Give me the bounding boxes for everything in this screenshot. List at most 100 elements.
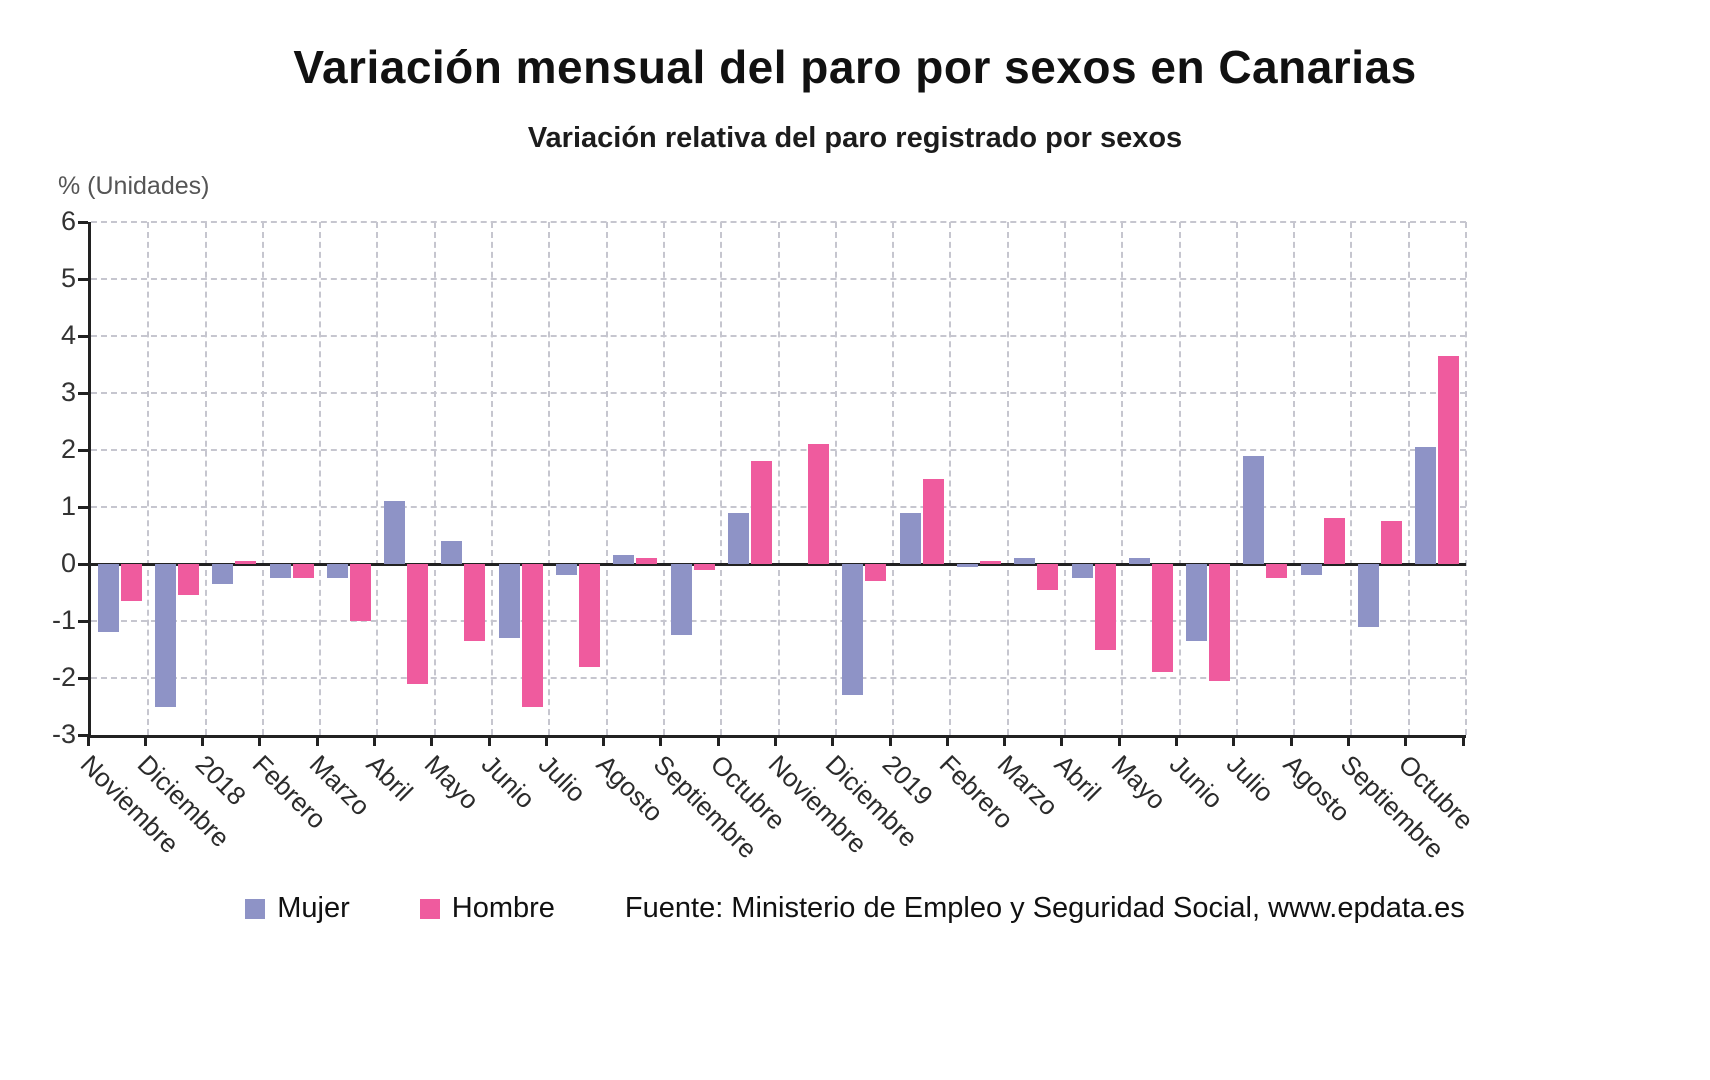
source-note: Fuente: Ministerio de Empleo y Seguridad…: [624, 892, 1465, 924]
y-axis-label: % (Unidades): [58, 172, 210, 200]
x-tick-mark: [602, 737, 606, 746]
mujer-swatch-icon: [245, 898, 266, 919]
y-tick-label: 5: [60, 263, 76, 293]
hombre-swatch-icon: [419, 898, 440, 919]
x-tick-mark: [1289, 737, 1293, 746]
bar-hombre: [578, 564, 600, 667]
x-tick-mark: [716, 737, 720, 746]
vertical-gridline: [777, 222, 780, 735]
y-tick-label: 2: [60, 434, 76, 464]
bar-mujer: [1358, 564, 1380, 627]
y-tick-mark: [78, 676, 88, 680]
vertical-gridline: [204, 222, 207, 735]
bar-mujer: [727, 512, 749, 564]
x-tick-label: Mayo: [418, 749, 485, 816]
y-tick-mark: [78, 505, 88, 509]
vertical-gridline: [1006, 222, 1009, 735]
bar-hombre: [636, 558, 658, 564]
bar-mujer: [1071, 564, 1093, 579]
bar-mujer: [154, 564, 176, 707]
vertical-gridline: [433, 222, 436, 735]
y-tick-label: 0: [60, 548, 76, 578]
legend: Mujer Hombre Fuente: Ministerio de Emple…: [0, 892, 1710, 925]
y-tick-label: -3: [51, 719, 76, 749]
x-axis-tick-labels: Noviembre Diciembre 2018 Febrero Marzo Abril M…: [75, 737, 1479, 917]
bar-hombre: [1266, 564, 1288, 579]
x-tick-mark: [1404, 737, 1408, 746]
bar-hombre: [1381, 521, 1403, 564]
vertical-gridline: [1235, 222, 1238, 735]
bar-hombre: [292, 564, 314, 579]
vertical-gridline: [892, 222, 895, 735]
bar-mujer: [326, 564, 348, 579]
x-tick-label: Julio: [533, 749, 593, 809]
bar-hombre: [865, 564, 887, 582]
bar-mujer: [1243, 455, 1265, 564]
bar-mujer: [613, 555, 635, 564]
plot-area: [78, 220, 1467, 738]
legend-item-mujer: Mujer: [245, 892, 350, 925]
vertical-gridline: [605, 222, 608, 735]
bar-hombre: [407, 564, 429, 684]
bar-mujer: [441, 541, 463, 564]
x-tick-mark: [1060, 737, 1064, 746]
bar-mujer: [555, 564, 577, 576]
bar-hombre: [1037, 564, 1059, 590]
y-tick-mark: [78, 448, 88, 452]
x-tick-label: Junio: [1163, 749, 1229, 815]
vertical-gridline: [261, 222, 264, 735]
bar-hombre: [1209, 564, 1231, 681]
y-tick-mark: [78, 391, 88, 395]
bar-mujer: [957, 564, 979, 567]
vertical-gridline: [147, 222, 150, 735]
bar-mujer: [97, 564, 119, 633]
x-tick-mark: [1461, 737, 1465, 746]
vertical-gridline: [662, 222, 665, 735]
bar-mujer: [842, 564, 864, 696]
y-tick-label: 1: [60, 491, 76, 521]
bar-mujer: [1186, 564, 1208, 641]
bar-hombre: [120, 564, 142, 602]
zero-baseline: [91, 562, 1466, 566]
x-tick-mark: [1346, 737, 1350, 746]
x-tick-mark: [544, 737, 548, 746]
vertical-gridline: [949, 222, 952, 735]
vertical-gridline: [1121, 222, 1124, 735]
vertical-gridline: [548, 222, 551, 735]
bar-mujer: [269, 564, 291, 579]
bar-hombre: [808, 444, 830, 564]
vertical-gridline: [491, 222, 494, 735]
y-tick-label: -2: [51, 662, 76, 692]
x-tick-mark: [1117, 737, 1121, 746]
x-tick-mark: [659, 737, 663, 746]
bar-hombre: [235, 561, 257, 564]
chart-title: Variación mensual del paro por sexos en …: [293, 41, 1417, 93]
bar-hombre: [980, 561, 1002, 564]
bar-mujer: [384, 501, 406, 564]
x-tick-mark: [888, 737, 892, 746]
y-tick-label: 6: [60, 206, 76, 236]
vertical-gridline: [1350, 222, 1353, 735]
y-tick-label: -1: [51, 605, 76, 635]
bar-mujer: [498, 564, 520, 639]
vertical-gridline: [1293, 222, 1296, 735]
bar-hombre: [1438, 355, 1460, 564]
y-tick-mark: [78, 733, 88, 737]
bar-hombre: [1151, 564, 1173, 673]
x-tick-mark: [1175, 737, 1179, 746]
x-tick-mark: [1003, 737, 1007, 746]
bar-mujer: [899, 512, 921, 564]
y-axis-tick-labels: 6 5 4 3 2 1 0 -1 -2 -3: [20, 206, 76, 749]
x-tick-mark: [487, 737, 491, 746]
x-tick-mark: [201, 737, 205, 746]
legend-item-hombre: Hombre: [419, 892, 555, 925]
bar-mujer: [670, 564, 692, 636]
x-tick-label: Mayo: [1106, 749, 1173, 816]
bar-hombre: [1323, 518, 1345, 564]
vertical-gridline: [319, 222, 322, 735]
vertical-gridline: [720, 222, 723, 735]
x-tick-mark: [430, 737, 434, 746]
bar-hombre: [349, 564, 371, 621]
bar-hombre: [693, 564, 715, 570]
y-tick-mark: [78, 220, 88, 224]
